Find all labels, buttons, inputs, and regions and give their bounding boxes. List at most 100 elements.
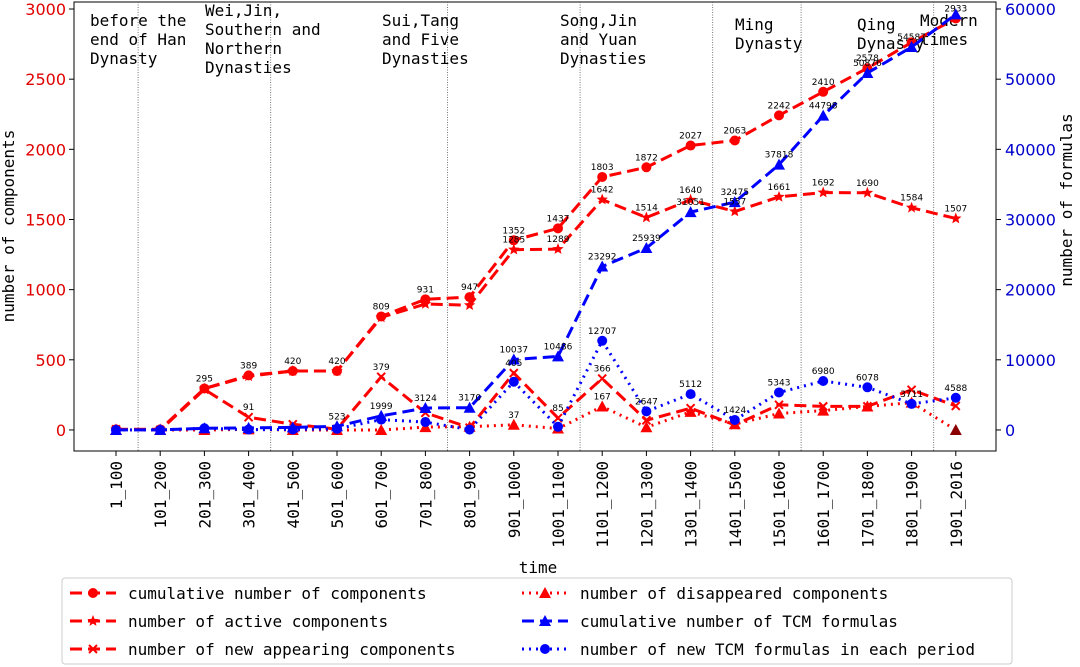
data-point: [906, 398, 917, 409]
xtick-label: 1201_1300: [637, 461, 656, 548]
data-point: [552, 350, 564, 362]
data-label: 1692: [812, 179, 835, 189]
data-label: 10486: [544, 342, 573, 352]
legend-swatch-marker: [539, 615, 551, 626]
xtick-label: 1701_1800: [858, 461, 877, 548]
data-label: 37: [508, 411, 519, 421]
data-label: 25939: [632, 234, 661, 244]
xtick-label: 301_400: [240, 461, 259, 528]
data-point: [773, 158, 785, 170]
data-label: 6980: [812, 367, 835, 377]
data-label: 420: [284, 357, 301, 367]
xtick-label: 701_800: [416, 461, 435, 528]
series-line: [116, 337, 957, 432]
era-label: Wei,Jin,: [205, 1, 282, 20]
series-line: [116, 13, 957, 432]
era-label: Qing: [857, 15, 896, 34]
data-point: [906, 385, 917, 395]
data-label: 5112: [679, 380, 702, 390]
data-label: 420: [328, 357, 345, 367]
ytick-right-label: 20000: [1005, 281, 1056, 300]
data-point: [729, 135, 740, 146]
ytick-left-label: 1500: [25, 210, 66, 229]
data-point: [818, 86, 829, 97]
ytick-left-label: 2500: [25, 70, 66, 89]
data-point: [553, 421, 563, 432]
data-point: [242, 370, 255, 382]
data-point: [774, 387, 784, 398]
data-point: [287, 365, 299, 376]
data-label: 12707: [588, 327, 617, 337]
xtick-label: 501_600: [328, 461, 347, 528]
data-point: [552, 243, 564, 254]
y-axis-left-title: number of components: [0, 130, 18, 323]
data-label: 4588: [944, 384, 967, 394]
data-point: [729, 205, 741, 217]
data-point: [950, 212, 962, 224]
data-label: 167: [594, 393, 611, 403]
x-axis-title: time: [519, 558, 558, 577]
era-label: Song,Jin: [560, 11, 637, 30]
data-label: 37818: [765, 151, 794, 161]
data-label: 10037: [499, 346, 528, 356]
legend-label: number of active components: [128, 612, 388, 631]
data-point: [640, 421, 653, 433]
data-label: 1285: [502, 236, 525, 246]
xtick-label: 601_700: [372, 461, 391, 528]
data-label: 1557: [723, 197, 746, 207]
data-point: [507, 353, 520, 365]
xtick-label: 1801_1900: [903, 461, 922, 548]
data-label: 2647: [635, 397, 658, 407]
data-point: [419, 298, 432, 309]
data-point: [640, 211, 653, 223]
era-label: Dynasties: [560, 49, 647, 68]
data-label: 1584: [900, 194, 923, 204]
xtick-label: 1501_1600: [770, 461, 789, 548]
ytick-right-label: 30000: [1005, 210, 1056, 229]
legend-label: number of new TCM formulas in each perio…: [580, 640, 975, 659]
data-point: [818, 375, 829, 386]
legend-swatch-marker: [539, 587, 551, 598]
data-label: 91: [243, 403, 254, 413]
data-label: 1289: [547, 235, 570, 245]
ytick-right-label: 40000: [1005, 140, 1056, 159]
data-label: 50876: [853, 59, 882, 69]
data-point: [861, 400, 874, 412]
plot-frame: [73, 1, 997, 452]
data-label: 405: [505, 359, 522, 369]
data-point: [817, 404, 830, 416]
data-point: [199, 384, 210, 395]
data-point: [199, 423, 210, 434]
data-point: [464, 424, 475, 435]
data-point: [508, 235, 519, 246]
data-label: 3124: [414, 394, 437, 404]
data-point: [951, 401, 961, 411]
data-label: 295: [196, 375, 213, 385]
era-label: and Yuan: [560, 30, 637, 49]
data-point: [728, 196, 741, 208]
data-label: 2063: [723, 126, 746, 136]
data-label: 44798: [809, 102, 838, 112]
ytick-right-label: 50000: [1005, 70, 1056, 89]
data-point: [774, 400, 784, 410]
data-point: [597, 335, 608, 346]
data-label: 2410: [812, 78, 835, 88]
legend-swatch-marker: [88, 588, 98, 598]
data-point: [773, 407, 785, 419]
era-label: and Five: [382, 30, 459, 49]
data-point: [155, 424, 166, 435]
data-point: [949, 423, 962, 435]
ytick-left-label: 500: [35, 351, 66, 370]
data-point: [243, 424, 254, 435]
era-label: end of Han: [90, 30, 186, 49]
data-label: 2027: [679, 132, 702, 142]
data-point: [905, 40, 918, 52]
era-label: Northern: [205, 39, 282, 58]
data-label: 1803: [591, 163, 614, 173]
era-label: times: [920, 30, 968, 49]
era-label: Ming: [735, 15, 774, 34]
data-label: 32475: [720, 188, 749, 198]
data-label: 1642: [591, 186, 614, 196]
data-point: [507, 418, 520, 430]
xtick-label: 101_200: [151, 461, 170, 528]
